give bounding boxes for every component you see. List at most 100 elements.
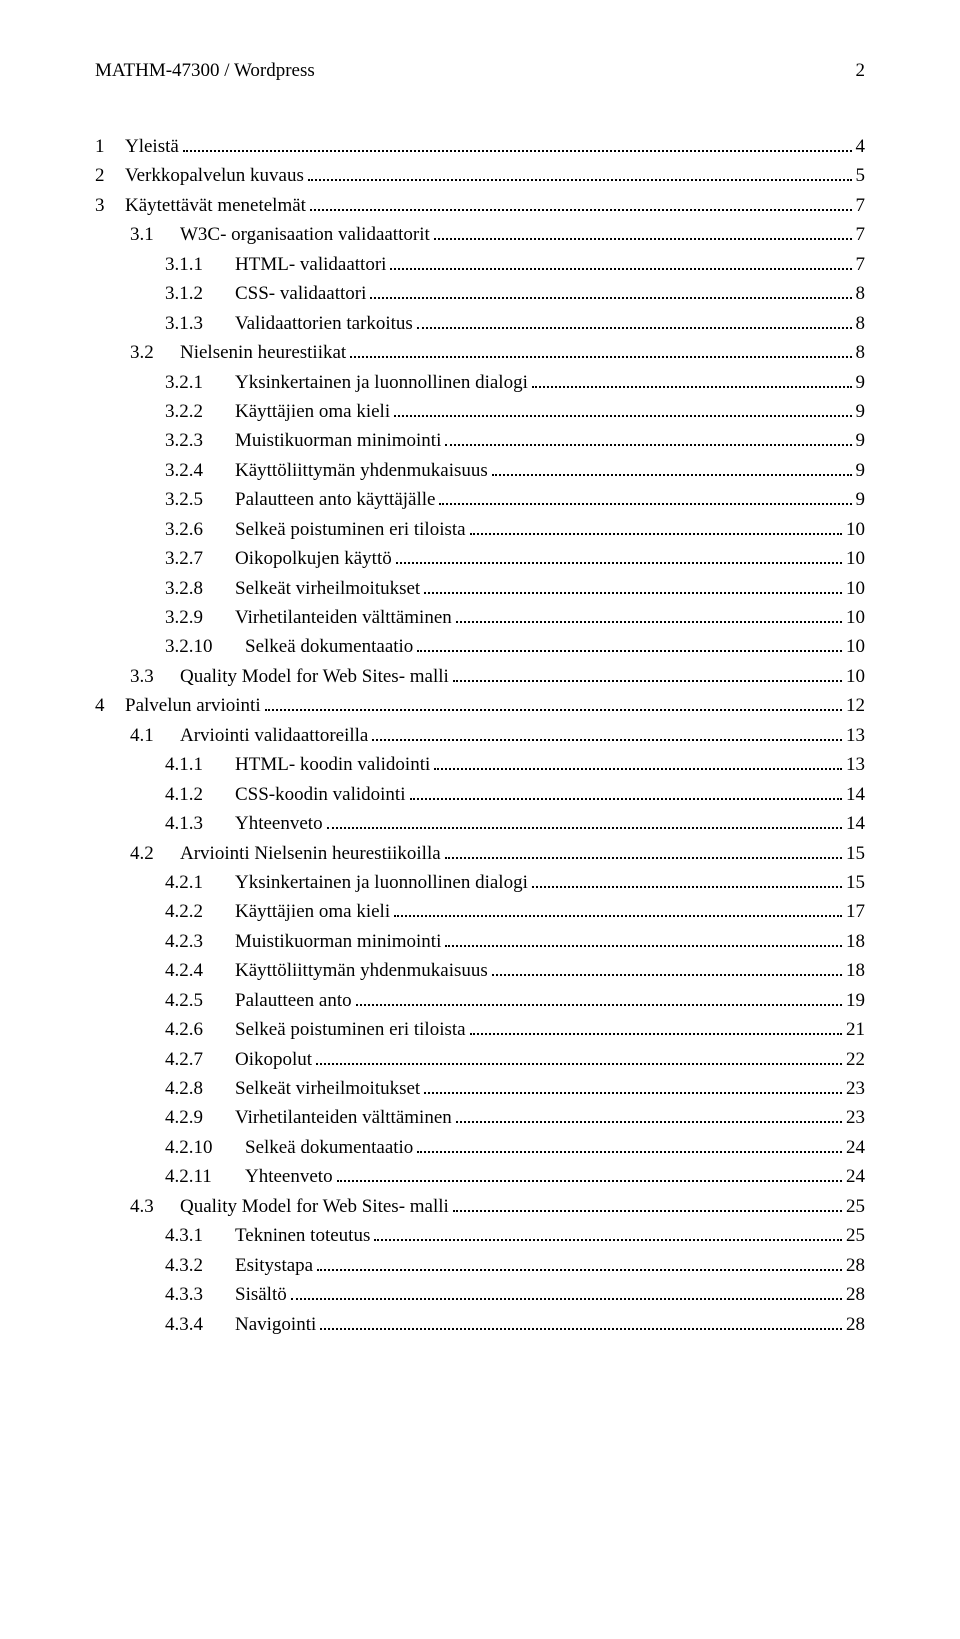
toc-leader-dots — [317, 1269, 842, 1271]
toc-entry: 3.2.7Oikopolkujen käyttö10 — [95, 544, 865, 573]
toc-entry-number: 4.3.1 — [165, 1221, 235, 1250]
toc-entry-title: Yhteenveto — [235, 809, 323, 838]
toc-entry: 3.1.3Validaattorien tarkoitus8 — [95, 309, 865, 338]
toc-entry: 4.3.4Navigointi28 — [95, 1310, 865, 1339]
toc-entry-number: 4.2.2 — [165, 897, 235, 926]
toc-leader-dots — [434, 238, 852, 240]
toc-entry-title: Selkeä dokumentaatio — [245, 632, 413, 661]
toc-leader-dots — [350, 356, 851, 358]
toc-entry-page: 28 — [846, 1310, 865, 1339]
toc-entry-number: 3.3 — [130, 662, 180, 691]
toc-leader-dots — [445, 945, 842, 947]
toc-entry-number: 4.2.3 — [165, 927, 235, 956]
toc-entry-page: 9 — [856, 456, 866, 485]
toc-entry-title: Oikopolkujen käyttö — [235, 544, 392, 573]
toc-entry-page: 23 — [846, 1074, 865, 1103]
toc-entry: 3.2.10Selkeä dokumentaatio 10 — [95, 632, 865, 661]
toc-entry-page: 7 — [856, 191, 866, 220]
toc-entry-page: 10 — [846, 544, 865, 573]
toc-leader-dots — [337, 1180, 842, 1182]
toc-entry-number: 3.2.2 — [165, 397, 235, 426]
toc-entry-number: 4.2 — [130, 839, 180, 868]
toc-entry-page: 14 — [846, 809, 865, 838]
toc-leader-dots — [445, 444, 851, 446]
toc-entry-number: 4.1.2 — [165, 780, 235, 809]
toc-entry-number: 3.2.3 — [165, 426, 235, 455]
toc-entry-title: Yksinkertainen ja luonnollinen dialogi — [235, 868, 528, 897]
toc-leader-dots — [265, 709, 842, 711]
toc-entry-page: 10 — [846, 603, 865, 632]
toc-leader-dots — [445, 857, 842, 859]
toc-entry: 3.1.2CSS- validaattori8 — [95, 279, 865, 308]
toc-leader-dots — [374, 1239, 842, 1241]
toc-entry-title: Tekninen toteutus — [235, 1221, 370, 1250]
toc-entry-page: 10 — [846, 632, 865, 661]
toc-leader-dots — [316, 1063, 842, 1065]
toc-leader-dots — [372, 739, 842, 741]
toc-entry-page: 8 — [856, 279, 866, 308]
toc-entry: 4.3Quality Model for Web Sites- malli25 — [95, 1192, 865, 1221]
toc-entry: 3.2.5Palautteen anto käyttäjälle9 — [95, 485, 865, 514]
toc-entry-number: 4.2.6 — [165, 1015, 235, 1044]
toc-entry-number: 4.2.10 — [165, 1133, 245, 1162]
toc-entry-number: 2 — [95, 161, 125, 190]
toc-leader-dots — [424, 1092, 842, 1094]
toc-entry-title: Navigointi — [235, 1310, 316, 1339]
toc-leader-dots — [410, 798, 843, 800]
toc-entry-title: Validaattorien tarkoitus — [235, 309, 413, 338]
toc-entry-page: 10 — [846, 515, 865, 544]
toc-entry: 4.2.2Käyttäjien oma kieli17 — [95, 897, 865, 926]
toc-entry: 3.1.1HTML- validaattori7 — [95, 250, 865, 279]
toc-entry: 4.2.1Yksinkertainen ja luonnollinen dial… — [95, 868, 865, 897]
toc-entry: 3.2.6Selkeä poistuminen eri tiloista10 — [95, 515, 865, 544]
toc-entry-number: 3.2.9 — [165, 603, 235, 632]
toc-entry-number: 3.1.3 — [165, 309, 235, 338]
toc-leader-dots — [453, 680, 842, 682]
toc-entry-page: 21 — [846, 1015, 865, 1044]
toc-entry-page: 28 — [846, 1251, 865, 1280]
toc-leader-dots — [394, 415, 851, 417]
toc-entry-number: 4.2.9 — [165, 1103, 235, 1132]
toc-entry-number: 4.3.2 — [165, 1251, 235, 1280]
toc-entry: 4.1.3Yhteenveto 14 — [95, 809, 865, 838]
toc-entry-title: Käyttöliittymän yhdenmukaisuus — [235, 456, 488, 485]
toc-entry-number: 3.2.8 — [165, 574, 235, 603]
toc-entry: 4.2.10Selkeä dokumentaatio24 — [95, 1133, 865, 1162]
toc-entry-title: Virhetilanteiden välttäminen — [235, 603, 452, 632]
toc-entry-title: CSS-koodin validointi — [235, 780, 406, 809]
toc-entry-page: 18 — [846, 956, 865, 985]
toc-entry-page: 24 — [846, 1162, 865, 1191]
toc-entry-number: 1 — [95, 132, 125, 161]
toc-entry: 4.2.8Selkeät virheilmoitukset23 — [95, 1074, 865, 1103]
toc-entry: 4.2.3Muistikuorman minimointi 18 — [95, 927, 865, 956]
toc-entry-page: 28 — [846, 1280, 865, 1309]
toc-entry-page: 24 — [846, 1133, 865, 1162]
toc-entry-number: 4.1.1 — [165, 750, 235, 779]
toc-leader-dots — [310, 209, 852, 211]
toc-leader-dots — [456, 1121, 842, 1123]
toc-entry-page: 18 — [846, 927, 865, 956]
toc-leader-dots — [327, 827, 842, 829]
toc-entry-title: Muistikuorman minimointi — [235, 426, 441, 455]
toc-leader-dots — [434, 768, 842, 770]
toc-entry-title: Virhetilanteiden välttäminen — [235, 1103, 452, 1132]
toc-entry-title: Yksinkertainen ja luonnollinen dialogi — [235, 368, 528, 397]
toc-leader-dots — [532, 386, 852, 388]
toc-entry-title: Muistikuorman minimointi — [235, 927, 441, 956]
toc-entry-number: 4.2.4 — [165, 956, 235, 985]
toc-entry-title: HTML- validaattori — [235, 250, 386, 279]
toc-entry: 4.2.4Käyttöliittymän yhdenmukaisuus18 — [95, 956, 865, 985]
toc-entry-page: 9 — [856, 368, 866, 397]
toc-entry-title: Oikopolut — [235, 1045, 312, 1074]
toc-entry-page: 10 — [846, 662, 865, 691]
toc-entry-page: 9 — [856, 485, 866, 514]
toc-entry-number: 3.2.10 — [165, 632, 245, 661]
toc-entry-page: 25 — [846, 1192, 865, 1221]
page-header: MATHM-47300 / Wordpress 2 — [95, 60, 865, 82]
toc-entry: 3.1W3C- organisaation validaattorit7 — [95, 220, 865, 249]
toc-entry: 4.2.9Virhetilanteiden välttäminen23 — [95, 1103, 865, 1132]
toc-entry-title: W3C- organisaation validaattorit — [180, 220, 430, 249]
toc-entry: 4Palvelun arviointi12 — [95, 691, 865, 720]
toc-entry-number: 4.1.3 — [165, 809, 235, 838]
toc-leader-dots — [417, 650, 842, 652]
